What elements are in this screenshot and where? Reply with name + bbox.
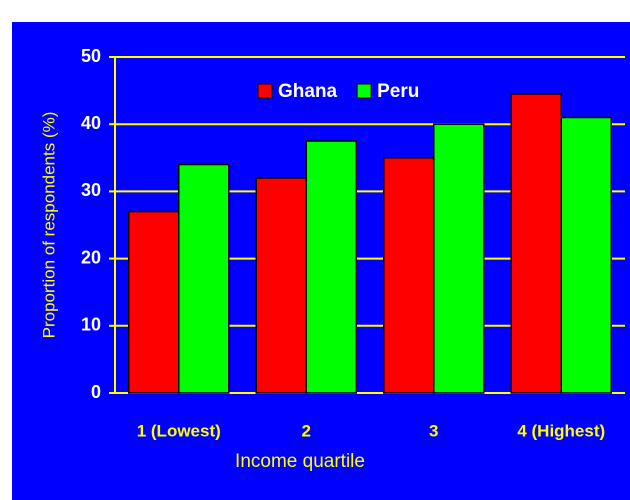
bar [128, 210, 180, 394]
bar [560, 116, 612, 394]
bar [383, 157, 435, 394]
bar [178, 163, 230, 394]
bar [255, 177, 307, 394]
y-tick-label: 10 [81, 315, 101, 335]
y-tick-label: 30 [81, 180, 101, 200]
x-tick-label: 2 [302, 421, 311, 440]
x-tick-label: 3 [429, 421, 438, 440]
legend-label: Peru [377, 81, 419, 102]
y-tick-label: 0 [91, 382, 101, 402]
bar [305, 140, 357, 394]
bar [510, 93, 562, 394]
legend-label: Ghana [278, 81, 338, 102]
y-tick-label: 50 [81, 46, 101, 66]
x-axis-label: Income quartile [235, 451, 365, 472]
y-tick-label: 20 [81, 247, 101, 267]
legend-swatch [257, 83, 273, 99]
legend-swatch [356, 83, 372, 99]
y-tick-label: 40 [81, 113, 101, 133]
x-tick-label: 1 (Lowest) [137, 421, 221, 440]
y-axis-label: Proportion of respondents (%) [39, 112, 58, 339]
bar [433, 123, 485, 394]
x-tick-label: 4 (Highest) [517, 421, 605, 440]
